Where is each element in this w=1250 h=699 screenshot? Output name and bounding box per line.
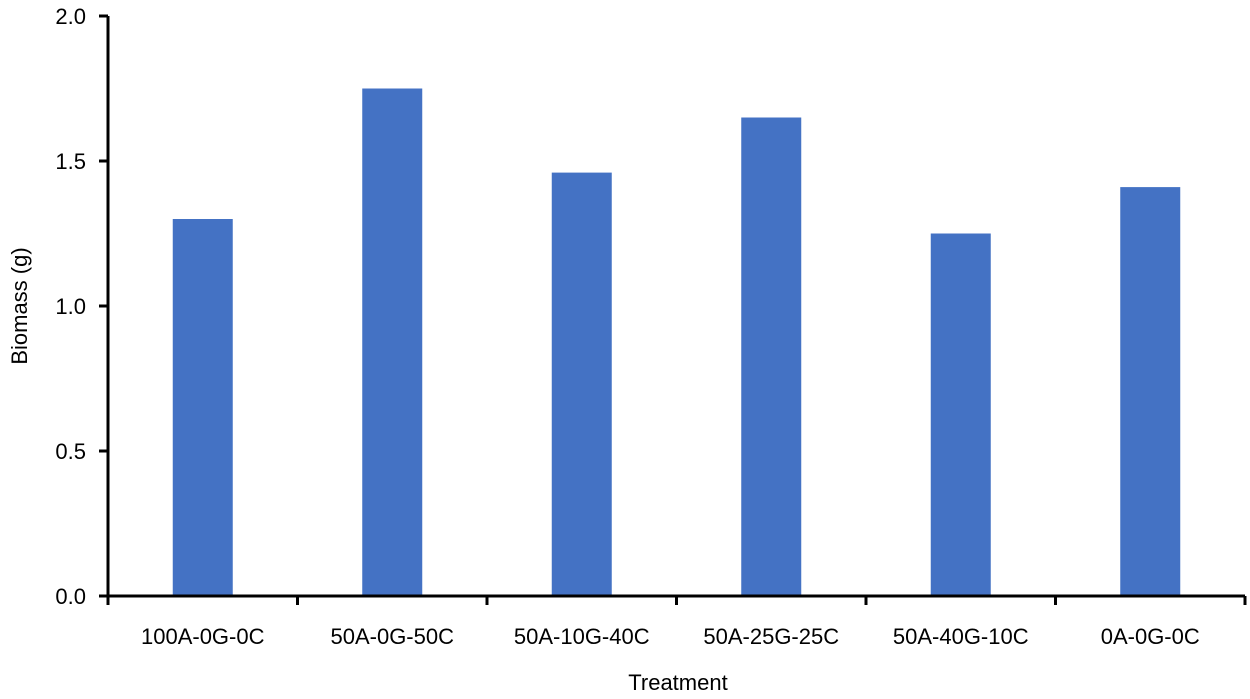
bar-2	[362, 88, 423, 596]
bar-3	[551, 172, 612, 596]
y-tick-label: 0.5	[55, 439, 86, 464]
x-ticks-group: 100A-0G-0C 50A-0G-50C 50A-10G-40C 50A-25G-2…	[106, 596, 1247, 649]
y-ticks-group: 0.0 0.5 1.0 1.5 2.0	[55, 4, 108, 609]
y-axis-title: Biomass (g)	[7, 247, 32, 364]
bar-4	[741, 117, 802, 596]
bar-1	[172, 219, 233, 596]
axes-group	[106, 16, 1245, 598]
x-tick-label: 50A-25G-25C	[703, 624, 839, 649]
bar-6	[1120, 187, 1181, 596]
bars-group	[172, 88, 1181, 596]
x-axis-title: Treatment	[628, 670, 727, 694]
x-tick-label: 100A-0G-0C	[141, 624, 265, 649]
x-tick-label: 50A-10G-40C	[514, 624, 650, 649]
x-tick-label: 0A-0G-0C	[1101, 624, 1200, 649]
x-tick-label: 50A-40G-10C	[893, 624, 1029, 649]
bar-5	[930, 233, 991, 596]
y-tick-label: 1.0	[55, 294, 86, 319]
y-tick-label: 0.0	[55, 584, 86, 609]
y-tick-label: 2.0	[55, 4, 86, 29]
y-tick-label: 1.5	[55, 149, 86, 174]
x-tick-label: 50A-0G-50C	[330, 624, 454, 649]
